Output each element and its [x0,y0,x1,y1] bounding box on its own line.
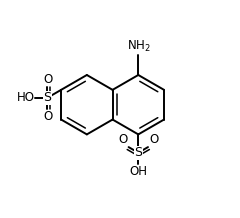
Text: O: O [43,73,52,86]
Text: O: O [149,133,158,146]
Text: NH$_2$: NH$_2$ [127,39,151,54]
Text: S: S [43,91,51,104]
Text: OH: OH [129,165,147,178]
Text: HO: HO [17,91,35,104]
Text: O: O [43,110,52,123]
Text: S: S [134,146,142,159]
Text: O: O [118,133,127,146]
